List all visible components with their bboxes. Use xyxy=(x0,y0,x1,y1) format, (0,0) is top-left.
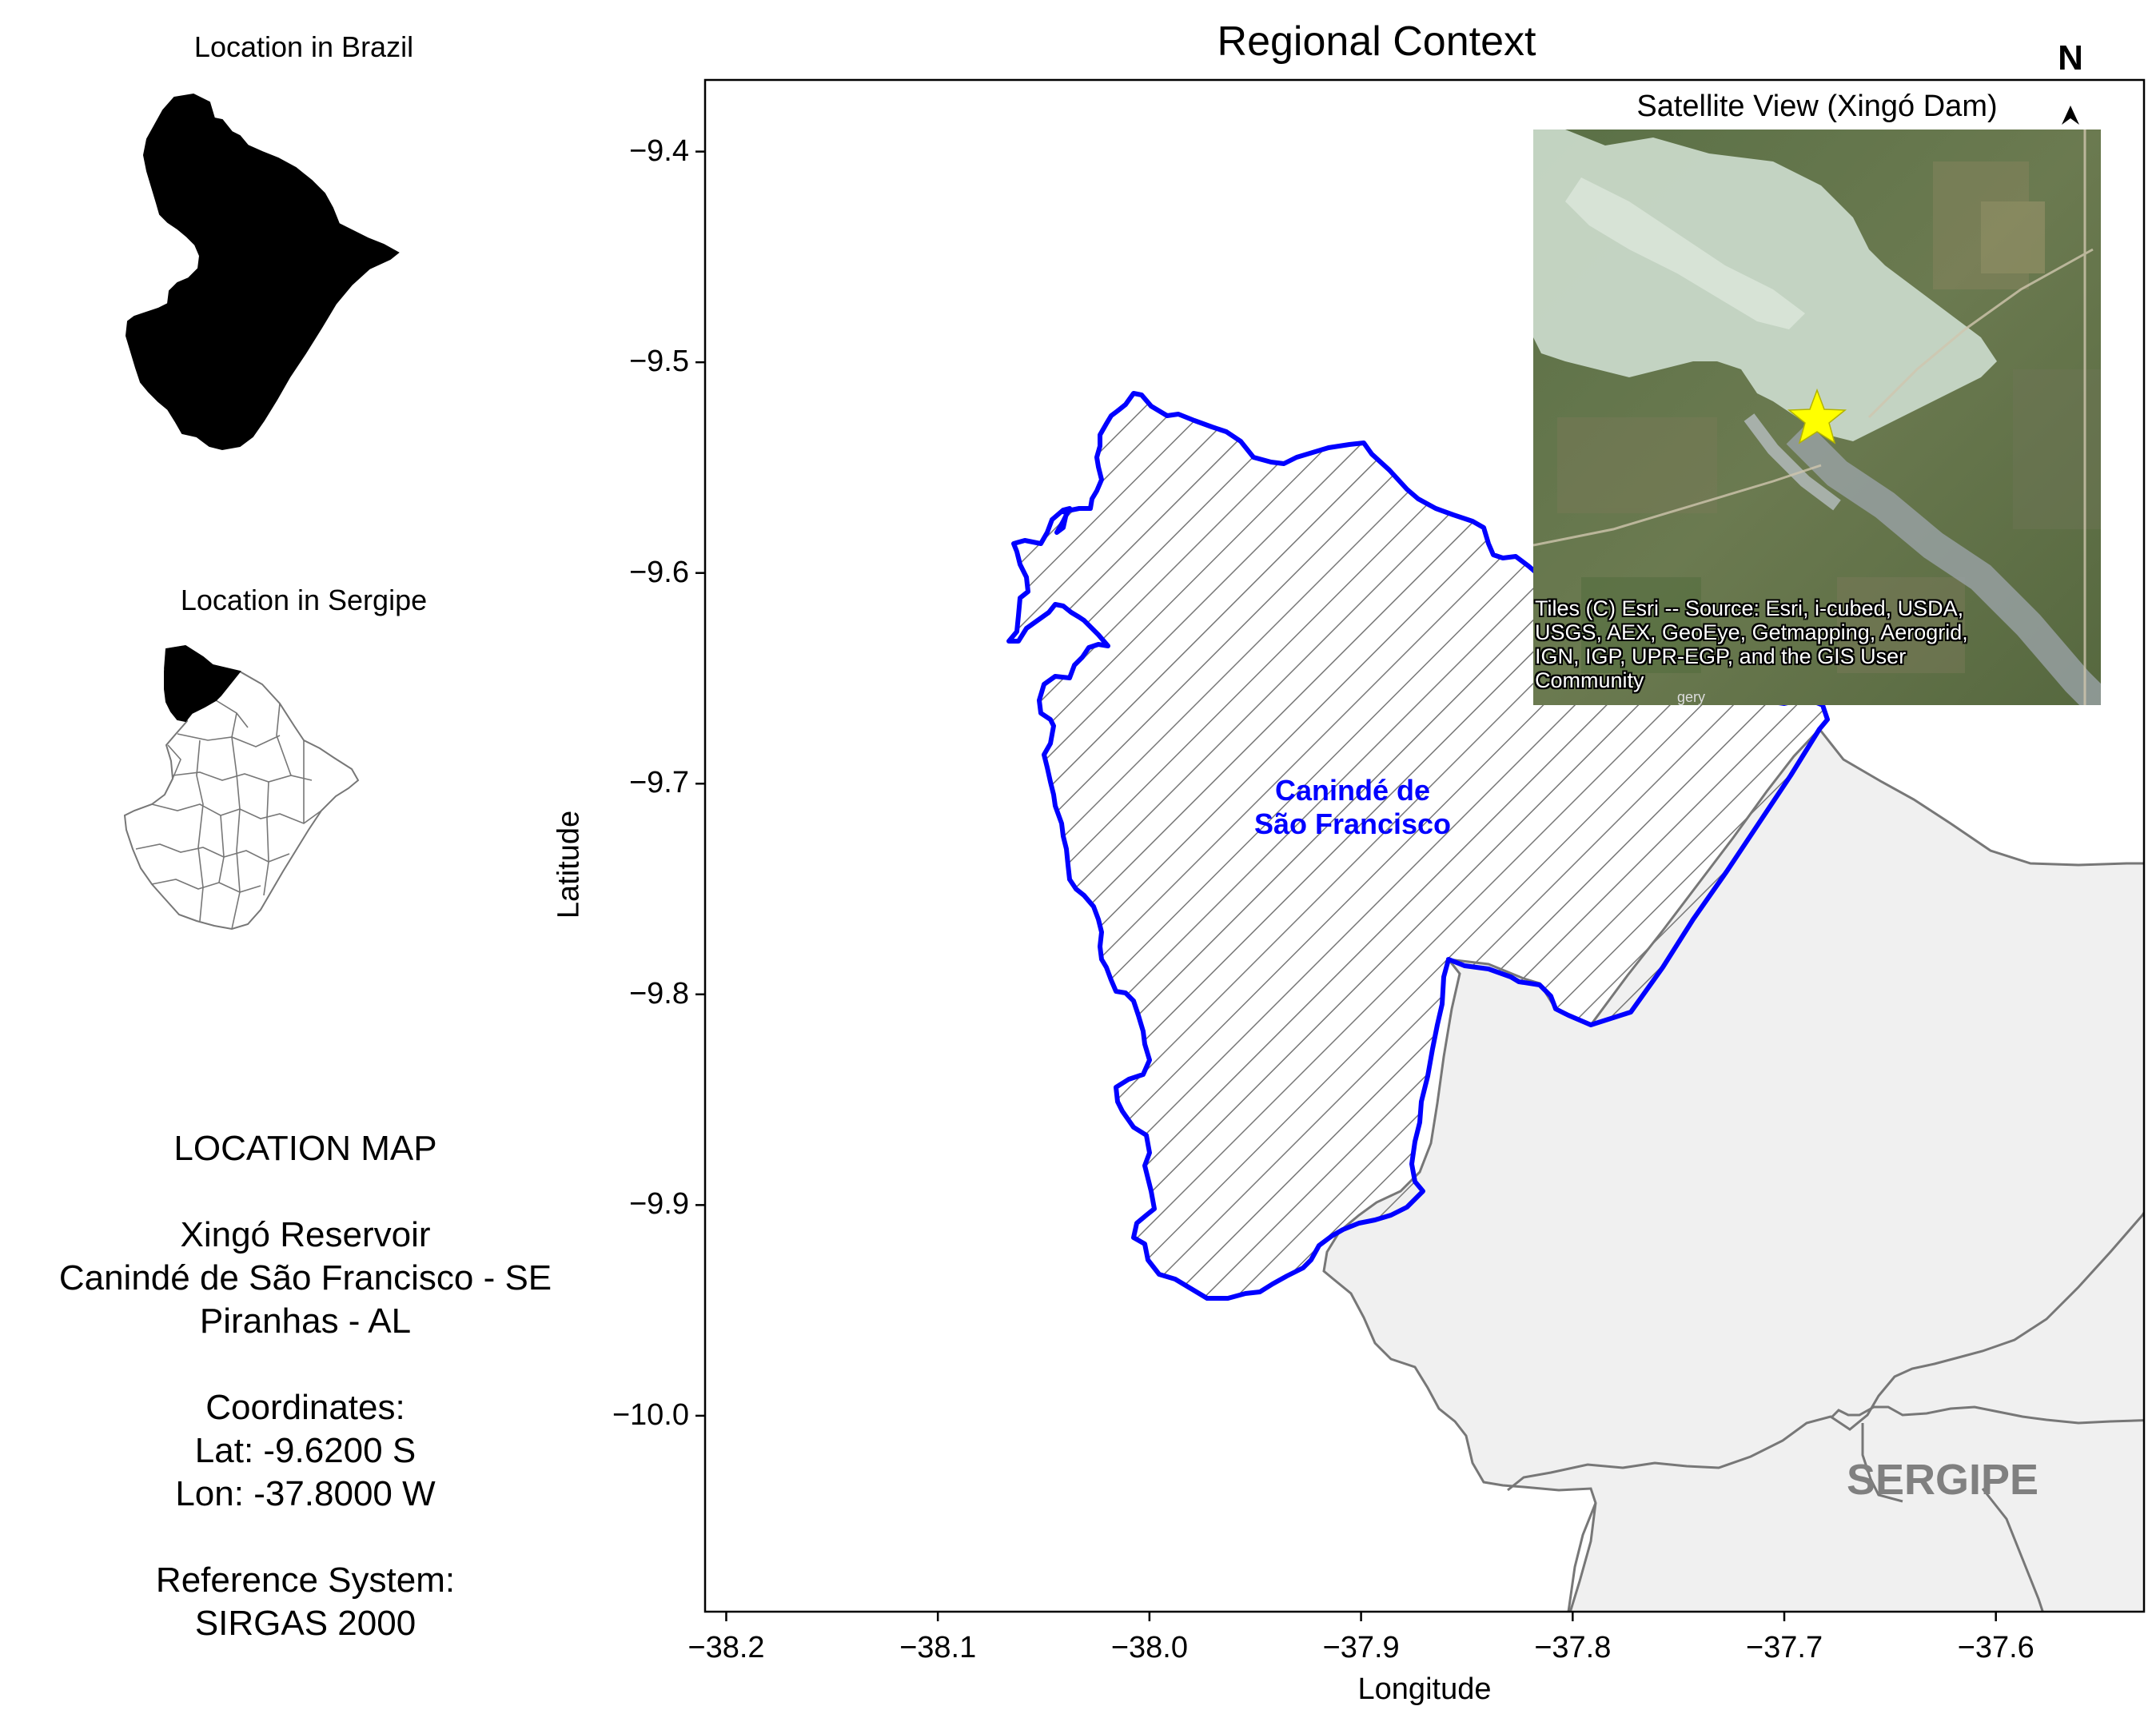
satellite-image: gery xyxy=(1533,130,2101,705)
x-axis-label: Longitude xyxy=(1357,1672,1492,1706)
y-tick-label: −9.7 xyxy=(628,766,689,800)
neighbor-boundaries xyxy=(1507,1210,2144,1612)
x-tick-label: −38.0 xyxy=(1110,1631,1188,1664)
attribution-line: Tiles (C) Esri -- Source: Esri, i-cubed,… xyxy=(1535,596,1964,620)
x-tick-label: −37.8 xyxy=(1534,1631,1612,1664)
municipality-label: Canindé de São Francisco xyxy=(1193,774,1512,841)
river-channel xyxy=(1786,422,2101,705)
info-line: Canindé de São Francisco - SE xyxy=(58,1258,552,1297)
municipality-label-line2: São Francisco xyxy=(1253,807,1452,840)
y-tick-label: −9.8 xyxy=(628,976,689,1010)
sergipe-inset-map xyxy=(123,644,360,931)
info-line: Piranhas - AL xyxy=(199,1301,412,1341)
satellite-attribution: Tiles (C) Esri -- Source: Esri, i-cubed,… xyxy=(1535,596,2102,692)
location-info-block: LOCATION MAP Xingó Reservoir Canindé de Sã… xyxy=(0,1127,611,1645)
municipality-label-line1: Canindé de xyxy=(1274,774,1431,807)
attribution-line: USGS, AEX, GeoEye, Getmapping, Aerogrid, xyxy=(1535,620,1968,644)
brazil-inset-title: Location in Brazil xyxy=(193,30,414,63)
star-icon xyxy=(1787,388,1847,444)
x-tick-label: −38.1 xyxy=(899,1631,977,1664)
x-tick-label: −37.6 xyxy=(1957,1631,2034,1664)
x-tick-label: −37.7 xyxy=(1745,1631,1823,1664)
y-tick-label: −9.4 xyxy=(628,134,689,168)
x-tick-label: −38.2 xyxy=(687,1631,765,1664)
municipal-boundaries xyxy=(135,695,322,930)
info-line: LOCATION MAP xyxy=(173,1129,437,1168)
y-axis-label: Latitude xyxy=(552,810,586,919)
y-tick-label: −9.5 xyxy=(628,345,689,379)
land-texture xyxy=(1557,161,2101,673)
satellite-title: Satellite View (Xingó Dam) xyxy=(1636,90,1998,123)
info-line: Xingó Reservoir xyxy=(180,1215,431,1254)
axis-ticks xyxy=(695,150,1997,1621)
attribution-line: IGN, IGP, UPR-EGP, and the GIS User xyxy=(1535,644,1907,668)
sergipe-state-area xyxy=(1322,727,2144,1612)
sergipe-silhouette xyxy=(125,93,400,451)
reservoir-arm xyxy=(1565,177,1805,329)
info-line: Coordinates: xyxy=(205,1388,405,1427)
brazil-inset-map xyxy=(125,93,400,451)
info-line: Reference System: xyxy=(155,1561,456,1600)
attribution-line: Community xyxy=(1535,668,1644,692)
north-arrow-icon xyxy=(2062,106,2079,125)
imagery-watermark: gery xyxy=(1677,689,1705,705)
roads xyxy=(1533,130,2094,705)
map-axes-frame xyxy=(703,78,2146,1613)
x-tick-label: −37.9 xyxy=(1322,1631,1400,1664)
y-tick-label: −10.0 xyxy=(612,1397,689,1432)
info-line: Lon: -37.8000 W xyxy=(175,1474,436,1513)
river-channel-2 xyxy=(1744,413,1841,511)
y-tick-label: −9.9 xyxy=(628,1187,689,1222)
info-line: Lat: -9.6200 S xyxy=(194,1431,416,1470)
main-map-title: Regional Context xyxy=(1217,18,1536,65)
info-line: SIRGAS 2000 xyxy=(194,1604,416,1643)
caninde-highlight xyxy=(164,644,241,723)
sergipe-inset-title: Location in Sergipe xyxy=(180,584,428,616)
north-arrow-label: N xyxy=(2058,38,2083,78)
y-tick-label: −9.6 xyxy=(628,555,689,589)
state-label: SERGIPE xyxy=(1846,1456,2039,1504)
